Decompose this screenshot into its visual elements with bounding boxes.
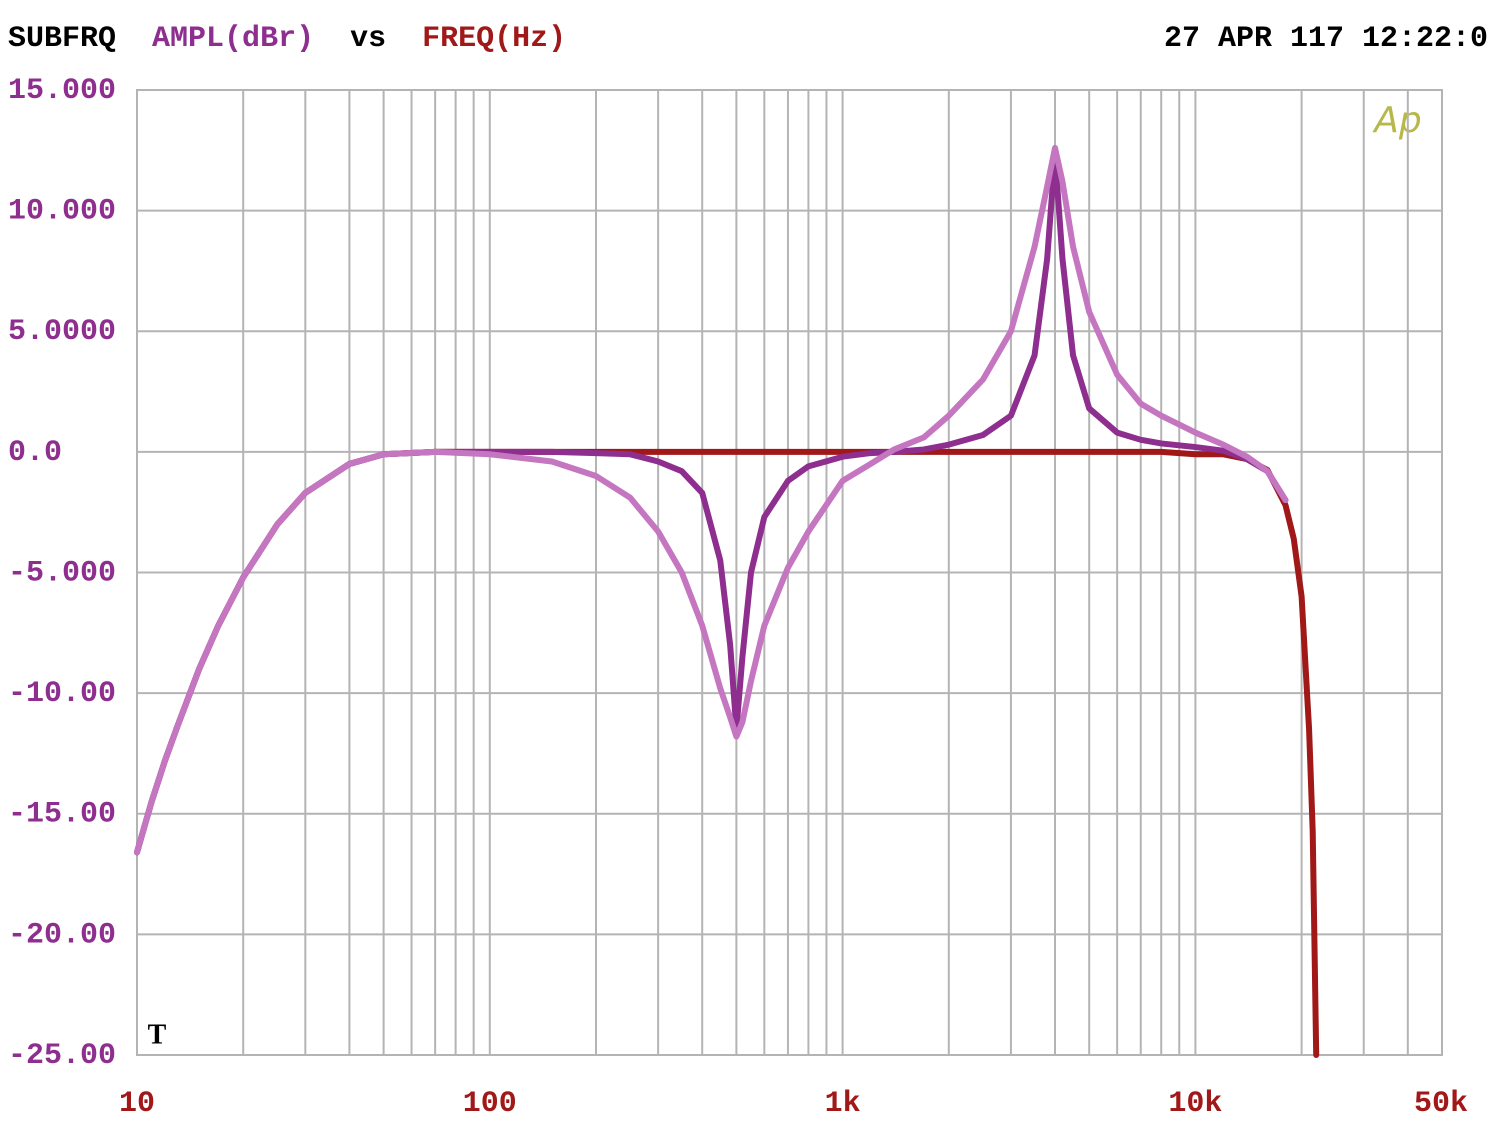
- connector: vs: [350, 22, 386, 56]
- logo: Ap: [1372, 100, 1421, 141]
- y-tick-label: 0.0: [8, 436, 62, 470]
- timestamp: 27 APR 117 12:22:0: [1164, 22, 1488, 56]
- y-tick-label: 15.000: [8, 74, 116, 108]
- y-tick-label: 5.0000: [8, 315, 116, 349]
- x-tick-label: 100: [463, 1087, 517, 1121]
- marker: T: [148, 1019, 167, 1050]
- y-tick-label: -15.00: [8, 798, 116, 832]
- y-tick-label: 10.000: [8, 195, 116, 229]
- y-axis-label: AMPL(dBr): [152, 22, 314, 56]
- y-tick-label: -10.00: [8, 677, 116, 711]
- x-tick-label: 1k: [825, 1087, 861, 1121]
- x-tick-label: 10k: [1168, 1087, 1222, 1121]
- title: SUBFRQ: [8, 22, 116, 56]
- y-tick-label: -25.00: [8, 1039, 116, 1073]
- chart-title: SUBFRQ AMPL(dBr) vs FREQ(Hz): [8, 22, 566, 56]
- x-tick-label: 50k: [1414, 1087, 1468, 1121]
- y-tick-label: -20.00: [8, 918, 116, 952]
- x-axis-label: FREQ(Hz): [422, 22, 566, 56]
- plot-frame: [136, 89, 1443, 1056]
- x-tick-label: 10: [119, 1087, 155, 1121]
- y-tick-label: -5.000: [8, 556, 116, 590]
- series-line: [134, 144, 1289, 856]
